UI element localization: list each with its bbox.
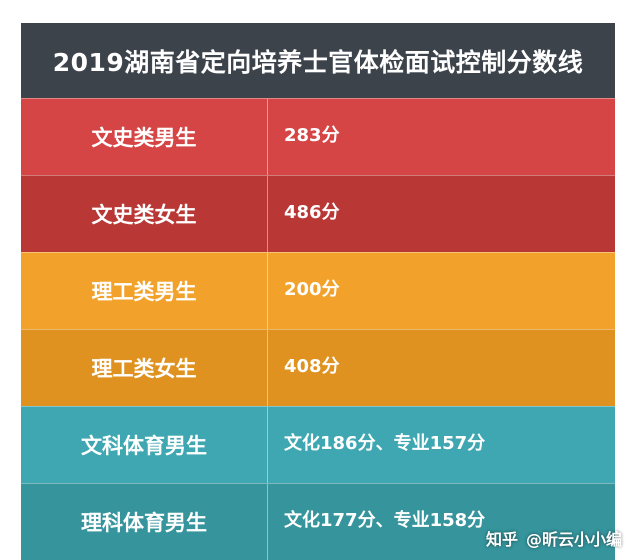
row-label: 文史类男生 xyxy=(21,99,268,175)
row-value: 文化177分、专业158分 xyxy=(284,510,486,531)
row-label: 文科体育男生 xyxy=(21,407,268,483)
row-label: 理科体育男生 xyxy=(21,484,268,560)
table-title: 2019湖南省定向培养士官体检面试控制分数线 xyxy=(21,23,615,98)
row-label: 理工类男生 xyxy=(21,253,268,329)
table-row: 理工类男生 200分 xyxy=(21,252,615,329)
row-value: 408分 xyxy=(284,356,340,377)
table-row: 文史类女生 486分 xyxy=(21,175,615,252)
watermark: 知乎 @昕云小小编 xyxy=(486,526,622,550)
row-label: 理工类女生 xyxy=(21,330,268,406)
watermark-author: @昕云小小编 xyxy=(525,530,622,549)
table-row: 文史类男生 283分 xyxy=(21,98,615,175)
table-row: 理工类女生 408分 xyxy=(21,329,615,406)
watermark-site: 知乎 xyxy=(485,530,518,549)
row-value: 283分 xyxy=(284,125,340,146)
row-value: 200分 xyxy=(284,279,340,300)
row-label: 文史类女生 xyxy=(21,176,268,252)
table-row: 理科体育男生 文化177分、专业158分 xyxy=(21,483,615,560)
score-table: 2019湖南省定向培养士官体检面试控制分数线 文史类男生 283分 文史类女生 … xyxy=(21,23,615,560)
row-value: 文化186分、专业157分 xyxy=(284,433,486,454)
row-value: 486分 xyxy=(284,202,340,223)
table-row: 文科体育男生 文化186分、专业157分 xyxy=(21,406,615,483)
